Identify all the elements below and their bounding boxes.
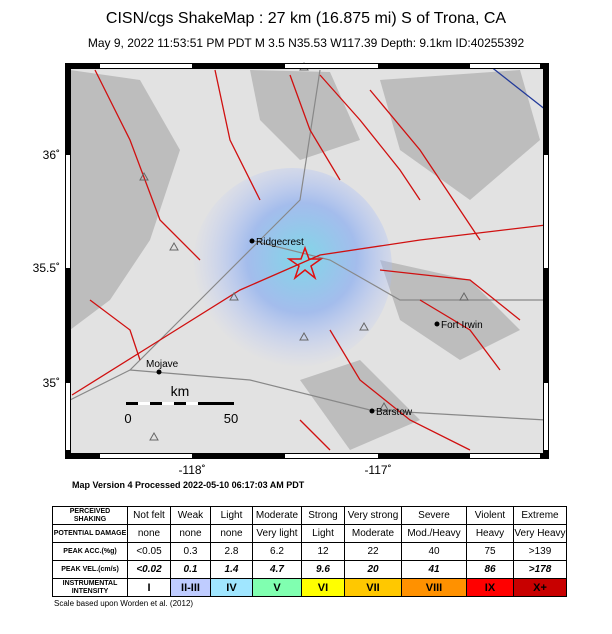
table-cell: VI: [301, 578, 345, 597]
scale-unit: km: [171, 383, 190, 399]
table-cell: none: [170, 524, 211, 543]
table-cell: 0.1: [170, 560, 211, 579]
place-label: Mojave: [146, 359, 179, 370]
table-cell: Moderate: [344, 524, 402, 543]
table-cell: Very Heavy: [513, 524, 567, 543]
row-label: PEAK ACC.(%g): [52, 542, 128, 561]
table-cell: IV: [210, 578, 253, 597]
scale-end: 50: [224, 411, 238, 426]
table-cell: 9.6: [301, 560, 345, 579]
lat-label: 35˚: [43, 376, 60, 390]
axis-labels: 36˚ 35.5˚ 35˚ -118˚ -117˚: [33, 148, 392, 477]
stations: [139, 61, 469, 441]
scale-start: 0: [124, 411, 131, 426]
table-cell: VII: [344, 578, 402, 597]
note: Scale based upon Worden et al. (2012): [54, 599, 194, 608]
footer: Map Version 4 Processed 2022-05-10 06:17…: [72, 480, 305, 490]
faults: [71, 69, 547, 451]
table-cell: 2.8: [210, 542, 253, 561]
place-label: Barstow: [376, 407, 413, 418]
scale-bar: km 0 50: [124, 383, 238, 426]
table-cell: 12: [301, 542, 345, 561]
place-dots: [156, 238, 440, 414]
lat-label: 36˚: [43, 148, 60, 162]
table-cell: 86: [466, 560, 514, 579]
table-cell: II-III: [170, 578, 211, 597]
table-cell: Moderate: [252, 506, 302, 525]
table-row: INSTRUMENTAL INTENSITY I II-III IV V VI VII VII…: [52, 578, 567, 597]
table-cell: Heavy: [466, 524, 514, 543]
table-cell: >178: [513, 560, 567, 579]
table-cell: VIII: [401, 578, 467, 597]
table-cell: I: [127, 578, 171, 597]
table-cell: none: [127, 524, 171, 543]
row-label: PERCEIVED SHAKING: [52, 506, 128, 525]
table-cell: 6.2: [252, 542, 302, 561]
table-cell: <0.02: [127, 560, 171, 579]
epicenter: [286, 245, 324, 281]
table-cell: 40: [401, 542, 467, 561]
table-row: PEAK ACC.(%g) <0.05 0.3 2.8 6.2 12 22 40 75 >139: [52, 542, 567, 561]
table-cell: <0.05: [127, 542, 171, 561]
table-cell: V: [252, 578, 302, 597]
table-cell: 20: [344, 560, 402, 579]
table-cell: Very strong: [344, 506, 402, 525]
table-cell: Strong: [301, 506, 345, 525]
table-cell: 1.4: [210, 560, 253, 579]
places: Ridgecrest Fort Irwin Mojave Barstow: [146, 237, 483, 418]
relief: [70, 70, 540, 450]
table-cell: Severe: [401, 506, 467, 525]
table-cell: IX: [466, 578, 514, 597]
row-label: INSTRUMENTAL INTENSITY: [52, 578, 128, 597]
table-cell: 4.7: [252, 560, 302, 579]
border: [489, 65, 547, 111]
table-cell: none: [210, 524, 253, 543]
row-label: POTENTIAL DAMAGE: [52, 524, 128, 543]
table-cell: Light: [210, 506, 253, 525]
subtitle: May 9, 2022 11:53:51 PM PDT M 3.5 N35.53…: [87, 36, 525, 50]
lon-label: -118˚: [178, 463, 205, 477]
frame-ticks: [66, 64, 548, 458]
table-cell: Violent: [466, 506, 514, 525]
table-cell: 75: [466, 542, 514, 561]
title: CISN/cgs ShakeMap : 27 km (16.875 mi) S …: [105, 10, 507, 27]
roads: [69, 69, 547, 421]
table-cell: X+: [513, 578, 567, 597]
lon-label: -117˚: [364, 463, 391, 477]
table-row: PEAK VEL.(cm/s) <0.02 0.1 1.4 4.7 9.6 20 41 86 >1…: [52, 560, 567, 579]
table-cell: Weak: [170, 506, 211, 525]
shaking-area: [192, 168, 392, 368]
place-label: Fort Irwin: [441, 320, 483, 331]
place-label: Ridgecrest: [256, 237, 304, 248]
table-cell: Extreme: [513, 506, 567, 525]
table-cell: >139: [513, 542, 567, 561]
table-cell: Mod./Heavy: [401, 524, 467, 543]
table-cell: 41: [401, 560, 467, 579]
row-label: PEAK VEL.(cm/s): [52, 560, 128, 579]
map: Ridgecrest Fort Irwin Mojave Barstow km …: [33, 61, 549, 477]
intensity-table: PERCEIVED SHAKING Not felt Weak Light Modera…: [52, 506, 567, 597]
table-row: POTENTIAL DAMAGE none none none Very light Li…: [52, 524, 567, 543]
table-row: PERCEIVED SHAKING Not felt Weak Light Modera…: [52, 506, 567, 525]
table-cell: Light: [301, 524, 345, 543]
table-cell: Not felt: [127, 506, 171, 525]
table-cell: Very light: [252, 524, 302, 543]
table-cell: 0.3: [170, 542, 211, 561]
lat-label: 35.5˚: [33, 261, 60, 275]
table-cell: 22: [344, 542, 402, 561]
